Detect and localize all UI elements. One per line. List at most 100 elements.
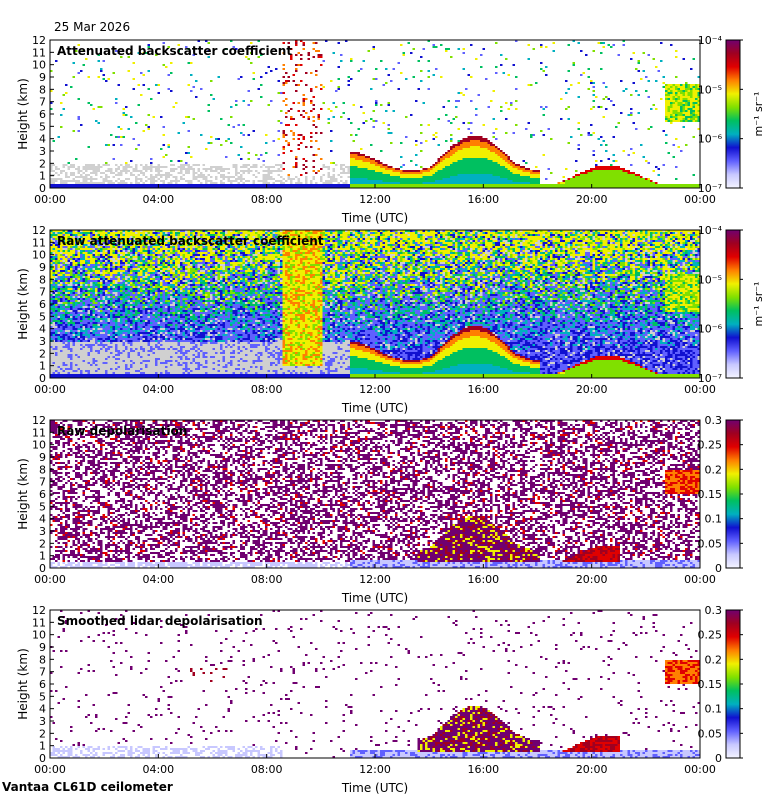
y-tick-label: 11 [32, 616, 46, 629]
x-tick-label: 04:00 [142, 383, 174, 396]
y-tick-label: 10 [32, 439, 46, 452]
colorbar-unit: m⁻¹ sr⁻¹ [752, 282, 765, 327]
x-tick-label: 00:00 [684, 573, 716, 586]
x-tick-label: 00:00 [684, 763, 716, 776]
y-axis-label: Height (km) [16, 268, 30, 339]
chart-panel-4: Smoothed lidar depolarisation01234567891… [16, 604, 743, 795]
heatmap-field [50, 230, 700, 378]
colorbar [725, 609, 741, 759]
colorbar-tick-label: 0.1 [705, 703, 723, 716]
y-tick-label: 6 [39, 678, 46, 691]
y-tick-label: 7 [39, 666, 46, 679]
heatmap-field [50, 420, 700, 568]
y-tick-label: 11 [32, 236, 46, 249]
x-tick-label: 12:00 [359, 573, 391, 586]
y-tick-label: 8 [39, 463, 46, 476]
colorbar-tick-label: 10⁻⁷ [698, 182, 722, 195]
y-tick-label: 9 [39, 451, 46, 464]
y-tick-label: 1 [39, 170, 46, 183]
y-tick-label: 9 [39, 71, 46, 84]
y-tick-label: 7 [39, 286, 46, 299]
x-tick-label: 16:00 [467, 573, 499, 586]
y-tick-label: 10 [32, 249, 46, 262]
y-tick-label: 8 [39, 273, 46, 286]
x-tick-label: 20:00 [576, 383, 608, 396]
y-tick-label: 9 [39, 641, 46, 654]
y-tick-label: 8 [39, 653, 46, 666]
x-tick-label: 04:00 [142, 763, 174, 776]
x-tick-label: 20:00 [576, 193, 608, 206]
chart-panel-1: Attenuated backscatter coefficient012345… [16, 34, 765, 225]
colorbar-tick-label: 10⁻⁵ [698, 83, 722, 96]
panel-title: Attenuated backscatter coefficient [57, 44, 292, 58]
colorbar-unit: m⁻¹ sr⁻¹ [752, 92, 765, 137]
y-tick-label: 12 [32, 414, 46, 427]
colorbar [725, 229, 741, 379]
y-tick-label: 3 [39, 525, 46, 538]
date-label: 25 Mar 2026 [54, 20, 131, 34]
y-tick-label: 3 [39, 145, 46, 158]
colorbar-tick-label: 0.15 [698, 678, 723, 691]
chart-panel-3: Raw depolarisation0123456789101112Height… [16, 414, 743, 605]
colorbar [725, 39, 741, 189]
x-tick-label: 12:00 [359, 383, 391, 396]
colorbar-tick-label: 0.2 [705, 653, 723, 666]
y-tick-label: 6 [39, 298, 46, 311]
colorbar-tick-label: 0 [715, 562, 722, 575]
y-tick-label: 5 [39, 500, 46, 513]
y-tick-label: 11 [32, 46, 46, 59]
x-tick-label: 16:00 [467, 763, 499, 776]
colorbar-tick-label: 0.05 [698, 727, 723, 740]
y-tick-label: 9 [39, 261, 46, 274]
y-tick-label: 12 [32, 604, 46, 617]
y-tick-label: 2 [39, 537, 46, 550]
y-tick-label: 0 [39, 562, 46, 575]
x-tick-label: 16:00 [467, 383, 499, 396]
x-tick-label: 00:00 [34, 193, 66, 206]
y-axis-label: Height (km) [16, 648, 30, 719]
x-tick-label: 12:00 [359, 763, 391, 776]
colorbar-tick-label: 0.2 [705, 463, 723, 476]
colorbar-tick-label: 0.3 [705, 604, 723, 617]
y-tick-label: 2 [39, 347, 46, 360]
y-tick-label: 1 [39, 360, 46, 373]
x-axis-label: Time (UTC) [341, 401, 408, 415]
colorbar-tick-label: 10⁻⁴ [698, 34, 723, 47]
y-axis-label: Height (km) [16, 78, 30, 149]
y-tick-label: 12 [32, 224, 46, 237]
colorbar-tick-label: 0.15 [698, 488, 723, 501]
y-tick-label: 7 [39, 476, 46, 489]
y-tick-label: 0 [39, 372, 46, 385]
y-tick-label: 2 [39, 727, 46, 740]
x-axis-label: Time (UTC) [341, 211, 408, 225]
panel-title: Smoothed lidar depolarisation [57, 614, 263, 628]
y-tick-label: 10 [32, 629, 46, 642]
x-axis-label: Time (UTC) [341, 591, 408, 605]
x-tick-label: 08:00 [251, 763, 283, 776]
y-tick-label: 3 [39, 715, 46, 728]
y-tick-label: 1 [39, 740, 46, 753]
y-tick-label: 4 [39, 323, 46, 336]
heatmap-field [50, 610, 700, 758]
y-tick-label: 0 [39, 752, 46, 765]
x-tick-label: 12:00 [359, 193, 391, 206]
colorbar-tick-label: 10⁻⁶ [698, 323, 723, 336]
x-tick-label: 00:00 [34, 763, 66, 776]
x-tick-label: 16:00 [467, 193, 499, 206]
y-tick-label: 5 [39, 310, 46, 323]
x-tick-label: 08:00 [251, 383, 283, 396]
y-tick-label: 4 [39, 513, 46, 526]
y-tick-label: 1 [39, 550, 46, 563]
chart-panel-2: Raw attenuated backscatter coefficient01… [16, 224, 765, 415]
x-tick-label: 00:00 [34, 383, 66, 396]
y-tick-label: 10 [32, 59, 46, 72]
y-tick-label: 4 [39, 703, 46, 716]
x-tick-label: 20:00 [576, 573, 608, 586]
x-tick-label: 08:00 [251, 573, 283, 586]
colorbar-tick-label: 0 [715, 752, 722, 765]
colorbar-tick-label: 10⁻⁵ [698, 273, 722, 286]
colorbar-tick-label: 0.05 [698, 537, 723, 550]
instrument-label: Vantaa CL61D ceilometer [2, 780, 173, 794]
